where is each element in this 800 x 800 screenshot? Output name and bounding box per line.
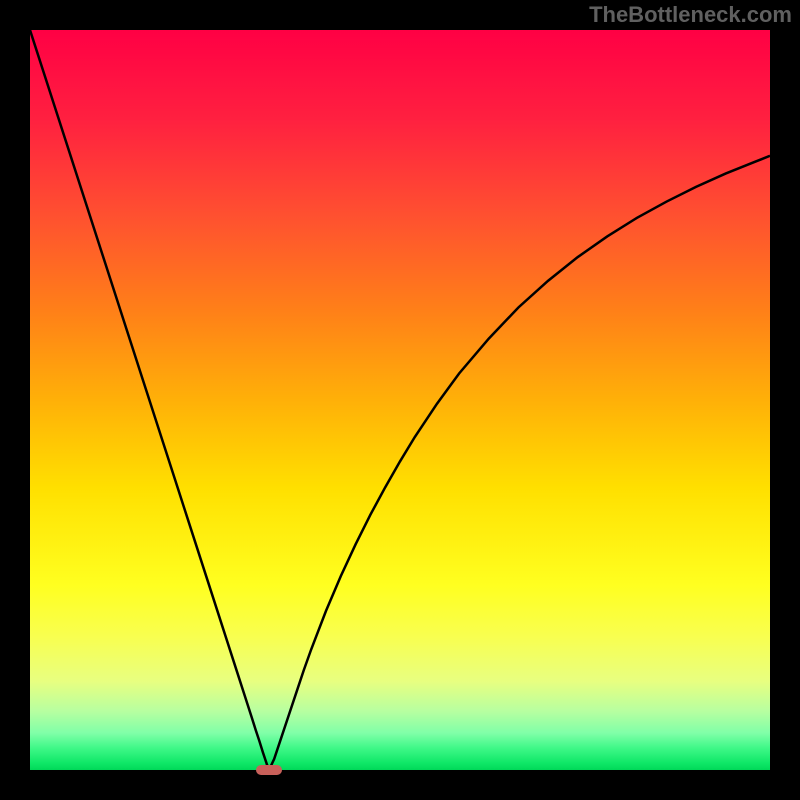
watermark-text: TheBottleneck.com xyxy=(589,2,792,28)
value-curve xyxy=(30,30,770,770)
dip-marker xyxy=(256,765,283,775)
chart-container: TheBottleneck.com xyxy=(0,0,800,800)
curve-svg xyxy=(30,30,770,770)
plot-area xyxy=(30,30,770,770)
